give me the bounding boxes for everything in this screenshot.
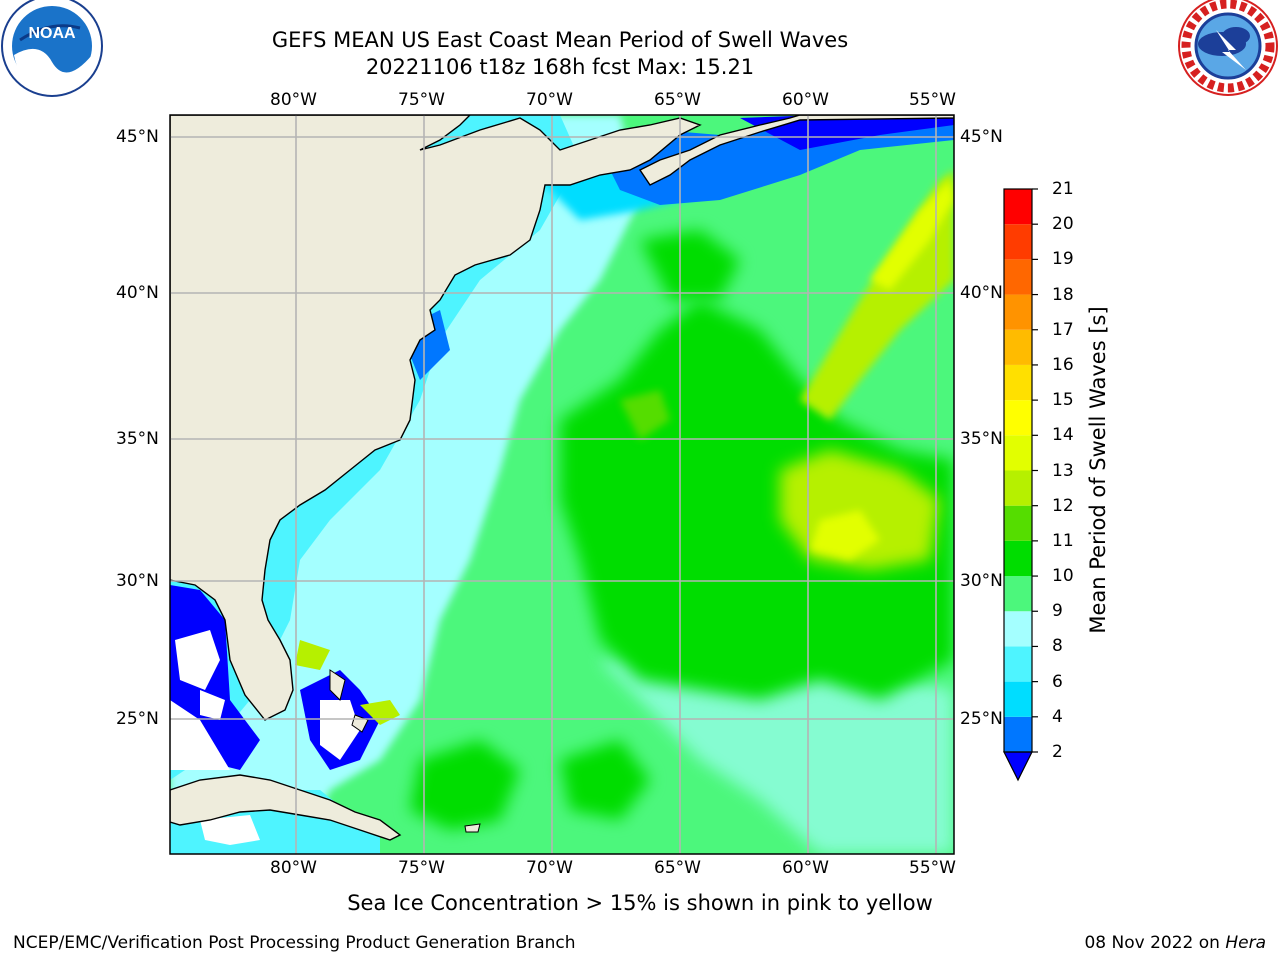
cuba-land — [170, 774, 402, 841]
footer-credit: NCEP/EMC/Verification Post Processing Pr… — [13, 933, 576, 953]
colorbar — [1003, 188, 1038, 782]
bahamas-land — [329, 669, 346, 701]
colorbar-segment — [1004, 435, 1032, 471]
colorbar-tick-label: 4 — [1052, 706, 1063, 727]
lat-label-left: 25°N — [116, 709, 159, 729]
colorbar-segment — [1004, 646, 1032, 682]
colorbar-tick-label: 12 — [1052, 495, 1074, 516]
colorbar-segment — [1004, 716, 1032, 752]
colorbar-tick-label: 16 — [1052, 354, 1074, 375]
gridlines — [170, 115, 954, 854]
colorbar-tick-label: 21 — [1052, 179, 1074, 199]
lat-label-right: 30°N — [960, 571, 1003, 591]
lat-label-left: 30°N — [116, 571, 159, 591]
lon-label-top: 60°W — [782, 90, 829, 110]
colorbar-tick-label: 8 — [1052, 636, 1063, 657]
colorbar-segment — [1004, 576, 1032, 612]
colorbar-tick-label: 14 — [1052, 425, 1074, 446]
lon-label-bottom: 65°W — [654, 858, 701, 878]
lon-label-top: 55°W — [909, 90, 956, 110]
footer-date: 08 Nov 2022 on Hera — [1084, 933, 1266, 953]
colorbar-tick-label: 17 — [1052, 319, 1074, 340]
colorbar-tick-label: 20 — [1052, 214, 1074, 235]
lon-label-bottom: 70°W — [526, 858, 573, 878]
lat-label-right: 40°N — [960, 283, 1003, 303]
colorbar-segment — [1004, 294, 1032, 330]
lon-label-top: 65°W — [654, 90, 701, 110]
lat-label-right: 35°N — [960, 429, 1003, 449]
lon-label-top: 80°W — [270, 90, 317, 110]
colorbar-label: Mean Period of Swell Waves [s] — [1086, 306, 1110, 634]
colorbar-segment — [1004, 364, 1032, 401]
lon-label-bottom: 80°W — [270, 858, 317, 878]
colorbar-tick-label: 13 — [1052, 460, 1074, 481]
land — [170, 115, 954, 841]
lon-label-bottom: 75°W — [398, 858, 445, 878]
footer-date-text: 08 Nov 2022 on — [1084, 933, 1226, 953]
lon-label-bottom: 55°W — [909, 858, 956, 878]
colorbar-tick-label: 6 — [1052, 671, 1063, 692]
map-subtitle: 20221106 t18z 168h fcst Max: 15.21 — [365, 55, 755, 79]
lat-label-left: 45°N — [116, 127, 159, 147]
colorbar-segment — [1004, 400, 1032, 436]
colorbar-segment — [1004, 470, 1032, 506]
sea-ice-caption: Sea Ice Concentration > 15% is shown in … — [347, 891, 933, 915]
lon-label-bottom: 60°W — [782, 858, 829, 878]
lat-label-right: 45°N — [960, 127, 1003, 147]
map-frame — [169, 114, 955, 855]
lat-label-left: 35°N — [116, 429, 159, 449]
colorbar-tick-label: 10 — [1052, 566, 1074, 587]
lon-label-top: 75°W — [398, 90, 445, 110]
colorbar-segment — [1004, 505, 1032, 541]
colorbar-segment — [1004, 189, 1032, 225]
lat-label-right: 25°N — [960, 709, 1003, 729]
colorbar-segment — [1004, 224, 1032, 260]
colorbar-segment — [1004, 259, 1032, 295]
colorbar-tick-label: 19 — [1052, 249, 1074, 270]
hispaniola-land — [464, 823, 481, 833]
footer-host: Hera — [1225, 933, 1266, 953]
colorbar-segment — [1004, 540, 1032, 577]
colorbar-tick-label: 11 — [1052, 530, 1074, 551]
colorbar-under-triangle — [1003, 751, 1033, 782]
us-east-coast-land — [170, 115, 702, 721]
lon-label-top: 70°W — [526, 90, 573, 110]
lat-label-left: 40°N — [116, 283, 159, 303]
colorbar-segment — [1004, 329, 1032, 365]
colorbar-tick-label: 15 — [1052, 390, 1074, 411]
colorbar-segment — [1004, 681, 1032, 717]
map-title: GEFS MEAN US East Coast Mean Period of S… — [271, 28, 849, 52]
colorbar-tick-label: 18 — [1052, 284, 1074, 305]
colorbar-tick-label: 2 — [1052, 742, 1063, 762]
colorbar-tick-label: 9 — [1052, 601, 1063, 622]
colorbar-segment — [1004, 611, 1032, 647]
